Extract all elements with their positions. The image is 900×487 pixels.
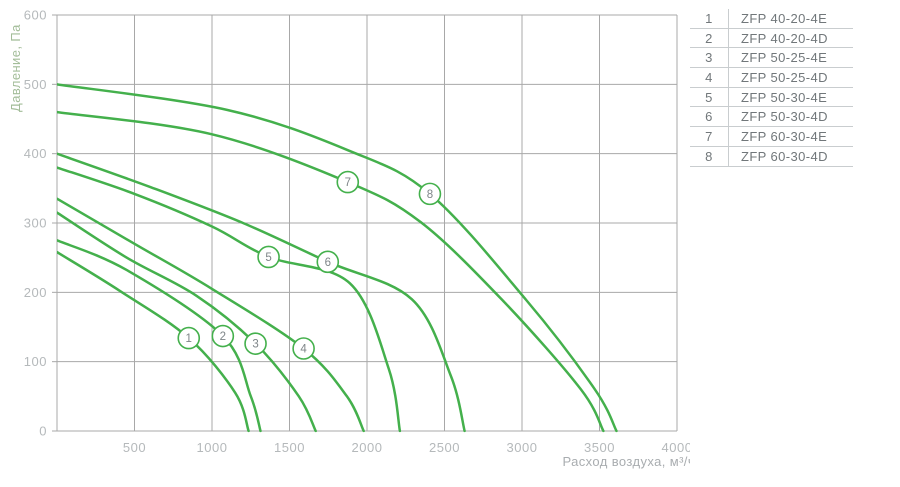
legend-row-4: 4 ZFP 50-25-4D [690,68,853,88]
curve-label-6: 6 [316,250,340,274]
curve-label-2: 2 [211,324,235,348]
curve-label-7: 7 [336,170,360,194]
curve-label-number-1: 1 [186,333,192,345]
legend-row-1: 1 ZFP 40-20-4E [690,9,853,29]
curve-3-zfp-50-25-4e [57,211,317,433]
x-tick-label-2500: 2500 [429,440,460,455]
curve-label-1: 1 [177,326,201,350]
curve-label-circle-1 [177,326,201,350]
y-tick-label-100: 100 [24,354,47,369]
curve-label-circle-3 [244,332,267,355]
legend-row-7: 7 ZFP 60-30-4E [690,127,853,147]
y-axis-title: Давление, Па [8,24,23,112]
legend-table: 1 ZFP 40-20-4E 2 ZFP 40-20-4D 3 ZFP 50-25-4E 4… [690,9,853,167]
curve-label-number-3: 3 [252,339,258,351]
curve-label-circle-7 [336,170,360,194]
y-tick-label-0: 0 [39,424,47,439]
legend-row-5: 5 ZFP 50-30-4E [690,88,853,108]
legend-row-number: 1 [705,10,713,26]
y-tick-label-500: 500 [24,77,47,92]
chart-grid [56,14,678,432]
curve-label-number-2: 2 [220,331,226,343]
legend-row-8: 8 ZFP 60-30-4D [690,147,853,167]
x-tick-label-3000: 3000 [507,440,538,455]
x-axis-title: Расход воздуха, м³/ч [562,454,690,469]
y-tick-label-400: 400 [24,146,47,161]
axis-ticks: 0 100 200 300 400 500 600 500 1000 1500 2000 2500 30… [24,8,690,456]
x-tick-label-1500: 1500 [274,440,305,455]
x-tick-label-4000: 4000 [662,440,690,455]
x-tick-label-1000: 1000 [197,440,228,455]
x-tick-label-3500: 3500 [584,440,615,455]
legend-row-3: 3 ZFP 50-25-4E [690,48,853,69]
legend-row-number: 4 [705,69,713,85]
legend-row-model: ZFP 50-25-4D [741,69,828,85]
curve-label-circle-4 [292,337,315,360]
curve-4-zfp-50-25-4d [57,197,365,433]
curve-label-8: 8 [418,182,442,206]
legend-row-number: 2 [705,30,713,46]
curve-label-number-6: 6 [325,257,331,269]
legend-row-model: ZFP 50-25-4E [741,50,828,66]
x-tick-label-500: 500 [123,440,146,455]
curve-label-circle-6 [316,250,340,274]
curve-label-3: 3 [244,332,267,355]
curve-label-number-8: 8 [427,189,433,201]
legend-row-number: 5 [705,89,713,105]
legend-row-model: ZFP 40-20-4D [741,30,828,46]
legend-row-6: 6 ZFP 50-30-4D [690,107,853,128]
fan-curve-chart: 0 100 200 300 400 500 600 500 1000 1500 2000 2500 30… [8,8,690,470]
curve-label-number-5: 5 [265,252,271,264]
legend-row-model: ZFP 50-30-4D [741,109,828,125]
legend-row-model: ZFP 40-20-4E [741,10,828,26]
curve-8-zfp-60-30-4d [57,83,618,433]
y-tick-label-600: 600 [24,8,47,23]
legend-row-model: ZFP 60-30-4D [741,148,828,164]
curve-label-5: 5 [257,245,280,269]
legend-row-2: 2 ZFP 40-20-4D [690,29,853,49]
legend-row-number: 7 [705,128,713,144]
curve-label-circle-8 [418,182,442,206]
curve-label-number-4: 4 [300,343,307,355]
y-tick-label-200: 200 [24,285,47,300]
curve-number-badges: 1 2 3 4 5 6 7 8 [177,170,442,360]
curve-label-circle-2 [211,324,235,348]
legend-row-number: 6 [705,109,713,125]
y-tick-label-300: 300 [24,216,47,231]
x-tick-label-2000: 2000 [352,440,383,455]
curve-7-zfp-60-30-4e [57,110,605,433]
curve-label-number-7: 7 [345,177,351,189]
legend-row-model: ZFP 60-30-4E [741,128,828,144]
legend-row-number: 8 [705,148,713,164]
curve-label-4: 4 [292,337,315,360]
legend-row-model: ZFP 50-30-4E [741,89,828,105]
legend-row-number: 3 [705,50,713,66]
curve-label-circle-5 [257,245,280,269]
